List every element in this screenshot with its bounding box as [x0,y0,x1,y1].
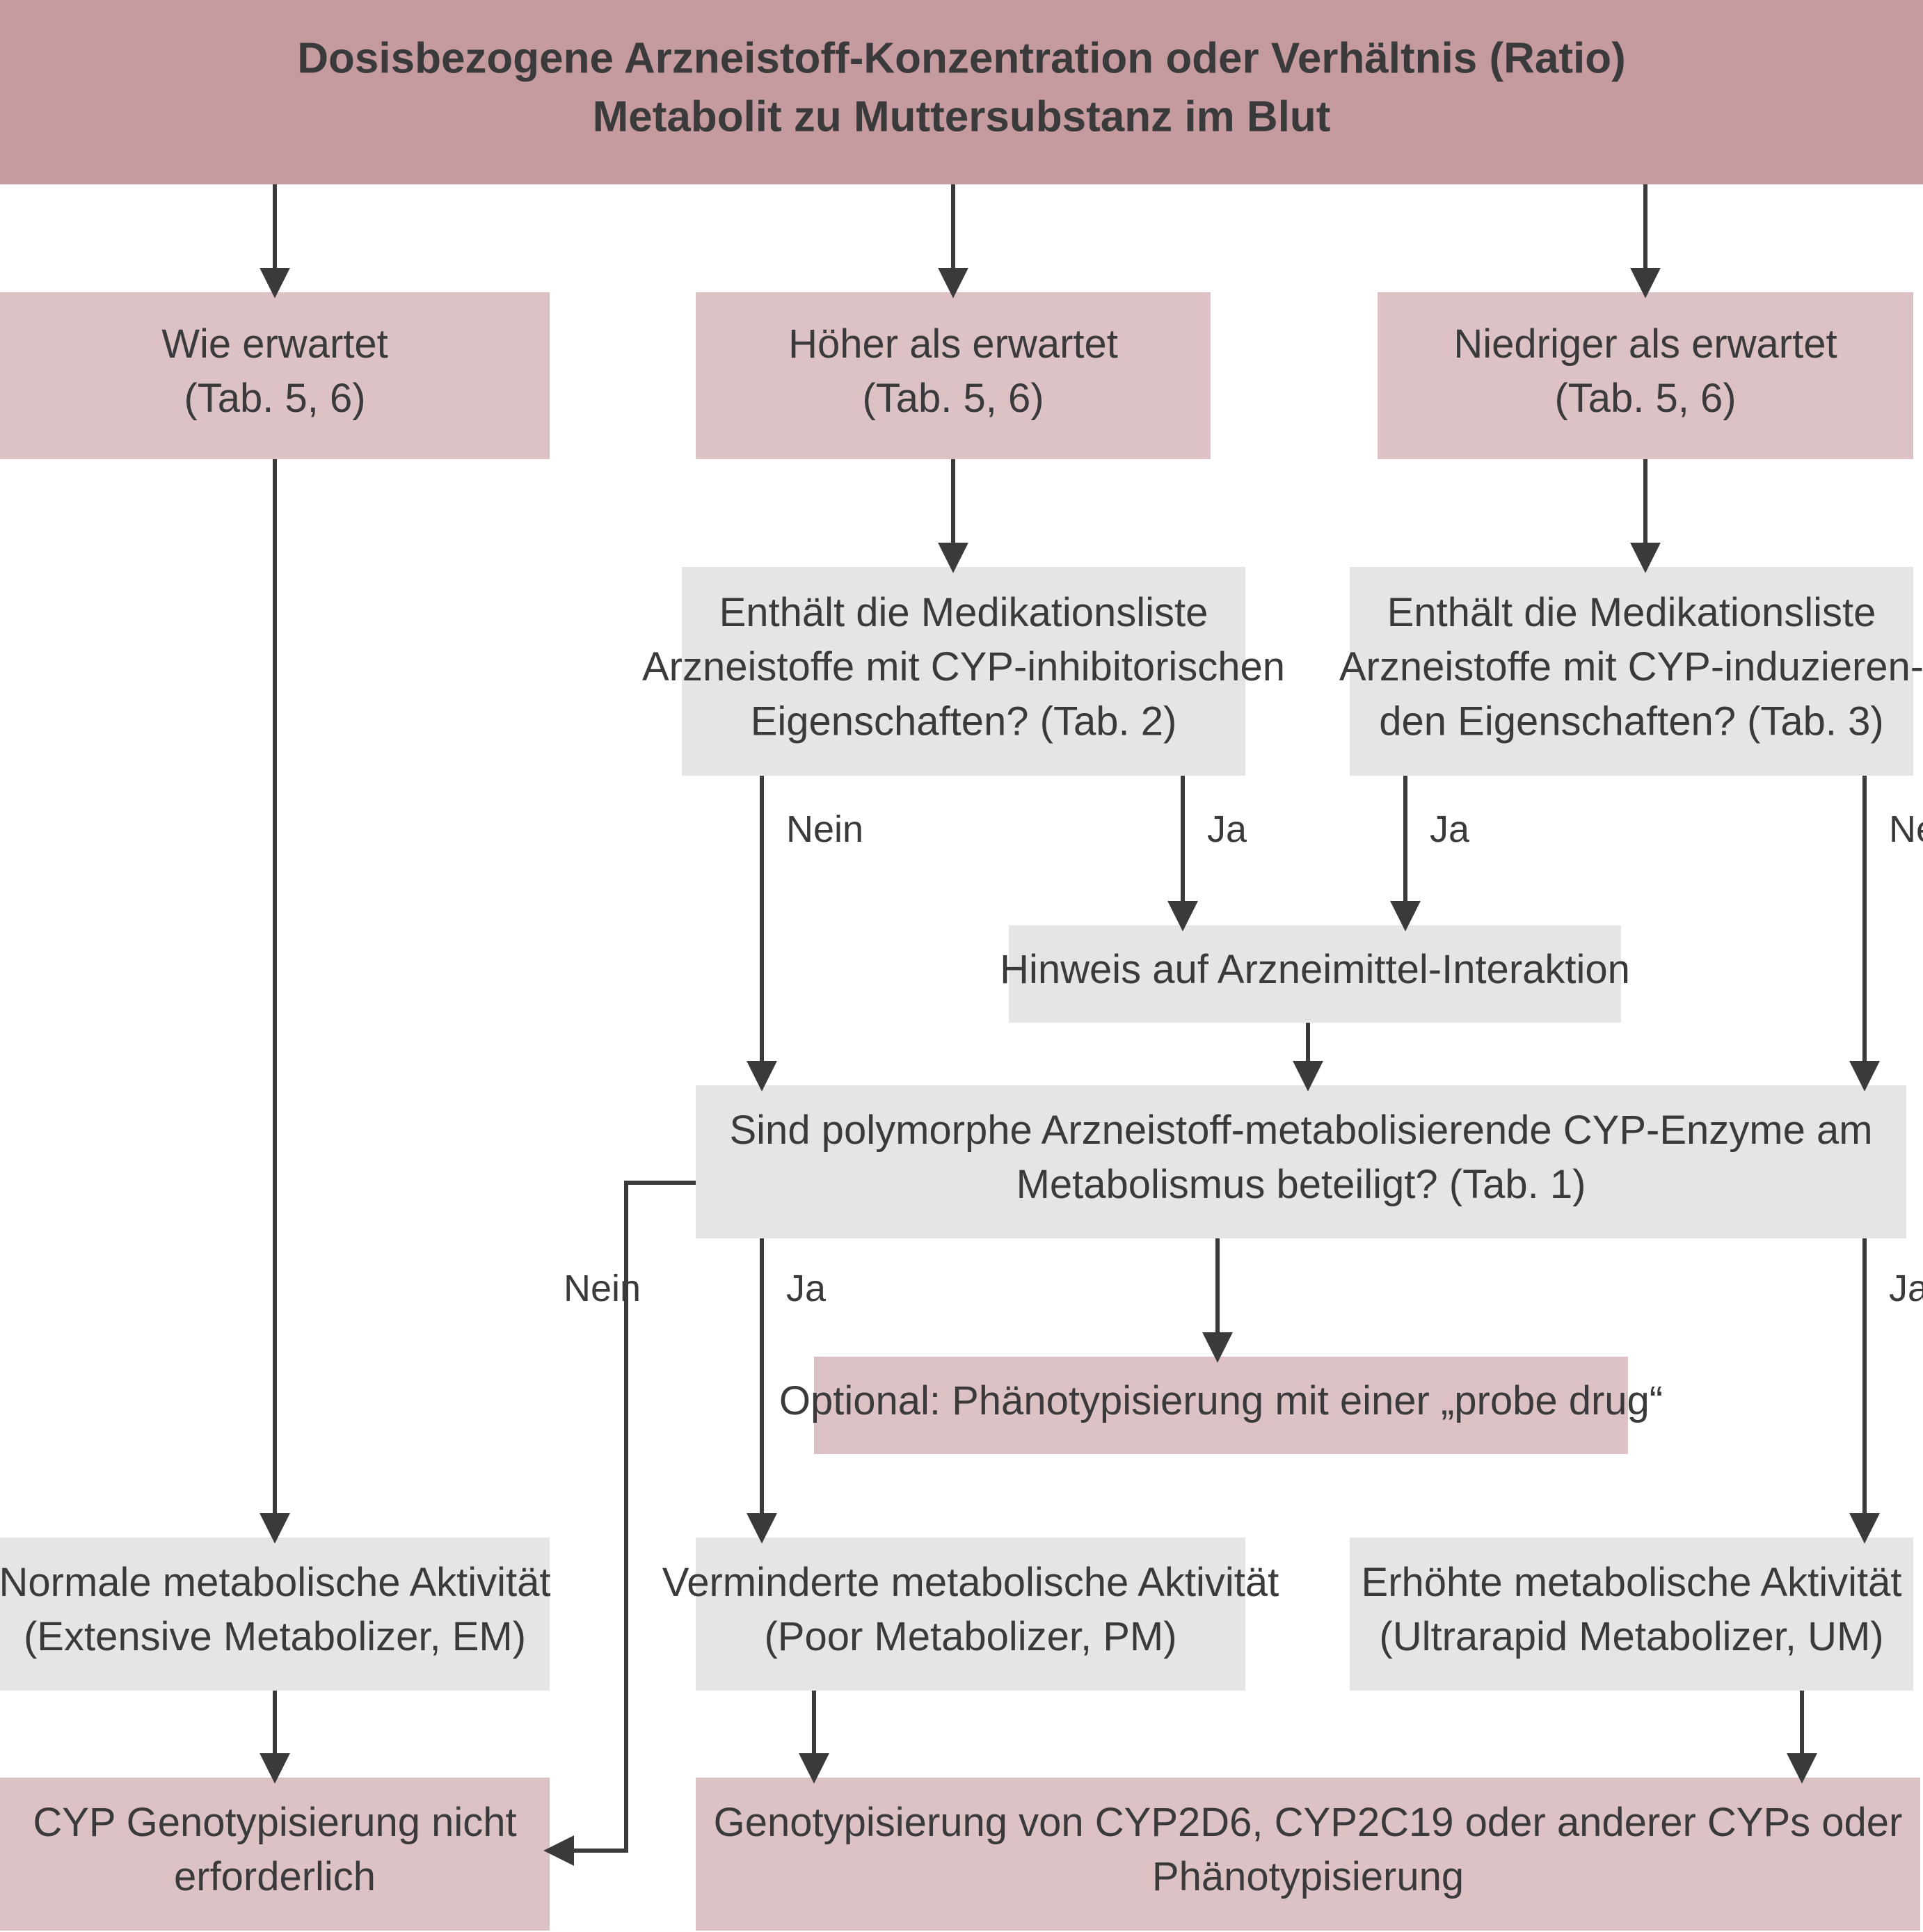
node-n_inhib-text-2: Eigenschaften? (Tab. 2) [751,698,1177,744]
node-n_higher: Höher als erwartet (Tab. 5, 6) [696,292,1211,459]
node-n_pm-text-1: (Poor Metabolizer, PM) [764,1614,1176,1659]
node-n_inhib-text-0: Enthält die Medikationsliste [719,590,1208,635]
node-n_probe-text-0: Optional: Phänotypisierung mit einer „pr… [779,1378,1663,1423]
node-n_em: Normale metabolische Aktivität (Extensive… [0,1538,551,1691]
a-poly-ja-um-label: Ja [1889,1268,1923,1309]
node-n_expected-text-1: (Tab. 5, 6) [184,376,365,421]
a-inhib-nein-label: Nein [786,808,863,850]
node-n_lower: Niedriger als erwartet (Tab. 5, 6) [1378,292,1913,459]
node-n_induc-text-1: Arzneistoffe mit CYP-induzieren- [1339,644,1923,689]
node-n_um-text-0: Erhöhte metabolische Aktivität [1362,1560,1902,1605]
node-n_poly: Sind polymorphe Arzneistoff-metabolisier… [696,1085,1906,1238]
node-n_induc: Enthält die Medikationsliste Arzneistoffe… [1339,567,1923,776]
node-n_pm-text-0: Verminderte metabolische Aktivität [662,1560,1279,1605]
node-n_inhib: Enthält die Medikationsliste Arzneistoffe… [642,567,1285,776]
node-n_geno-text-1: Phänotypisierung [1152,1854,1464,1899]
flowchart-root: Dosisbezogene Arzneistoff-Konzentration … [0,0,1923,1932]
node-n_um-text-1: (Ultrarapid Metabolizer, UM) [1379,1614,1883,1659]
node-n_interact-text-0: Hinweis auf Arzneimittel-Interaktion [1000,947,1630,992]
node-n_higher-text-1: (Tab. 5, 6) [862,376,1044,421]
node-n_inhib-text-1: Arzneistoffe mit CYP-inhibitorischen [642,644,1285,689]
node-n_um: Erhöhte metabolische Aktivität (Ultrarapi… [1350,1538,1913,1691]
node-n_interact: Hinweis auf Arzneimittel-Interaktion [1000,925,1630,1023]
node-n_noGeno-text-1: erforderlich [174,1854,376,1899]
a-induc-ja-label: Ja [1430,808,1470,850]
node-n_induc-text-2: den Eigenschaften? (Tab. 3) [1379,698,1883,744]
node-n_higher-text-0: Höher als erwartet [788,321,1118,367]
node-n_noGeno-text-0: CYP Genotypisierung nicht [33,1800,516,1845]
node-n_expected: Wie erwartet (Tab. 5, 6) [0,292,550,459]
node-n_em-text-1: (Extensive Metabolizer, EM) [24,1614,526,1659]
node-header: Dosisbezogene Arzneistoff-Konzentration … [0,0,1923,184]
node-n_expected-text-0: Wie erwartet [161,321,388,367]
a-poly-ja-pm-label: Ja [786,1268,827,1309]
node-header-text-1: Metabolit zu Muttersubstanz im Blut [593,93,1331,141]
node-header-text-0: Dosisbezogene Arzneistoff-Konzentration … [297,35,1626,83]
node-n_lower-text-0: Niedriger als erwartet [1453,321,1837,367]
node-n_probe: Optional: Phänotypisierung mit einer „pr… [779,1357,1663,1454]
node-n_pm: Verminderte metabolische Aktivität (Poor … [662,1538,1279,1691]
node-n_lower-text-1: (Tab. 5, 6) [1554,376,1736,421]
node-n_em-text-0: Normale metabolische Aktivität [0,1560,551,1605]
node-n_poly-text-1: Metabolismus beteiligt? (Tab. 1) [1016,1162,1586,1207]
a-induc-nein-label: Nein [1889,808,1923,850]
a-poly-nein-label: Nein [564,1268,641,1309]
node-n_geno: Genotypisierung von CYP2D6, CYP2C19 oder… [696,1778,1920,1931]
a-inhib-ja-label: Ja [1207,808,1247,850]
node-n_induc-text-0: Enthält die Medikationsliste [1387,590,1876,635]
node-n_poly-text-0: Sind polymorphe Arzneistoff-metabolisier… [729,1108,1872,1153]
node-n_geno-text-0: Genotypisierung von CYP2D6, CYP2C19 oder… [714,1800,1903,1845]
node-n_noGeno: CYP Genotypisierung nicht erforderlich [0,1778,550,1931]
